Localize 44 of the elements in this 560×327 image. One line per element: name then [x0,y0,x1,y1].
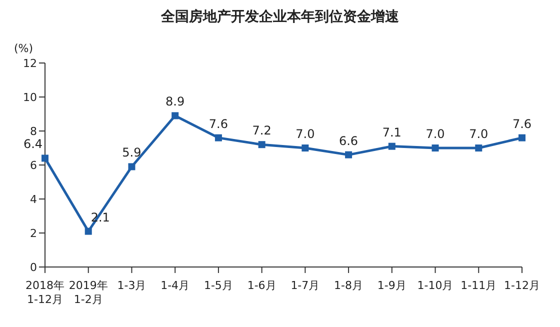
x-tick-label: 1-12月 [504,279,540,292]
point [388,142,396,150]
point [518,134,526,142]
point [128,163,136,170]
x-tick-label: 1-4月 [160,279,190,292]
data-label: 7.6 [208,116,228,131]
y-tick-label: 8 [30,124,37,138]
y-tick-label: 12 [23,56,37,70]
x-tick-label: 1-6月 [247,279,276,292]
data-label: 7.0 [469,127,488,141]
x-tick-label: 1-5月 [204,279,233,292]
y-tick-label: 6 [30,158,37,172]
data-label: 6.4 [23,137,43,152]
data-label: 5.9 [122,146,142,160]
data-label: 7.2 [252,124,272,138]
data-label: 7.1 [382,125,402,140]
data-label: 8.9 [166,94,185,109]
point [302,144,309,152]
data-label: 7.0 [296,127,315,141]
chart-title: 全国房地产开发企业本年到位资金增速 [160,8,400,26]
point [42,154,48,162]
point [475,144,482,152]
point [345,151,352,158]
y-tick-label: 4 [30,192,37,206]
point [172,112,179,120]
y-tick-label: 0 [30,260,37,274]
x-tick-label: 1-11月 [460,279,497,292]
x-tick-label: 1-7月 [290,279,320,292]
point [258,141,266,148]
x-tick-label: 2019年 1-2月 [68,279,108,306]
x-tick-label: 1-10月 [417,279,454,292]
x-tick-label: 1-8月 [334,279,364,292]
y-tick-label: 2 [30,226,37,240]
point [432,144,439,152]
point [214,134,222,142]
y-tick-label: 10 [23,90,37,104]
x-tick-label: 2018年 1-12月 [26,279,64,306]
x-tick-label: 1-3月 [117,279,146,292]
point [84,228,92,235]
x-tick-label: 1-9月 [377,279,406,292]
data-label: 7.6 [512,116,532,131]
data-label: 6.6 [339,134,358,148]
y-axis-title: (%) [14,42,34,55]
data-label: 7.0 [426,127,445,141]
